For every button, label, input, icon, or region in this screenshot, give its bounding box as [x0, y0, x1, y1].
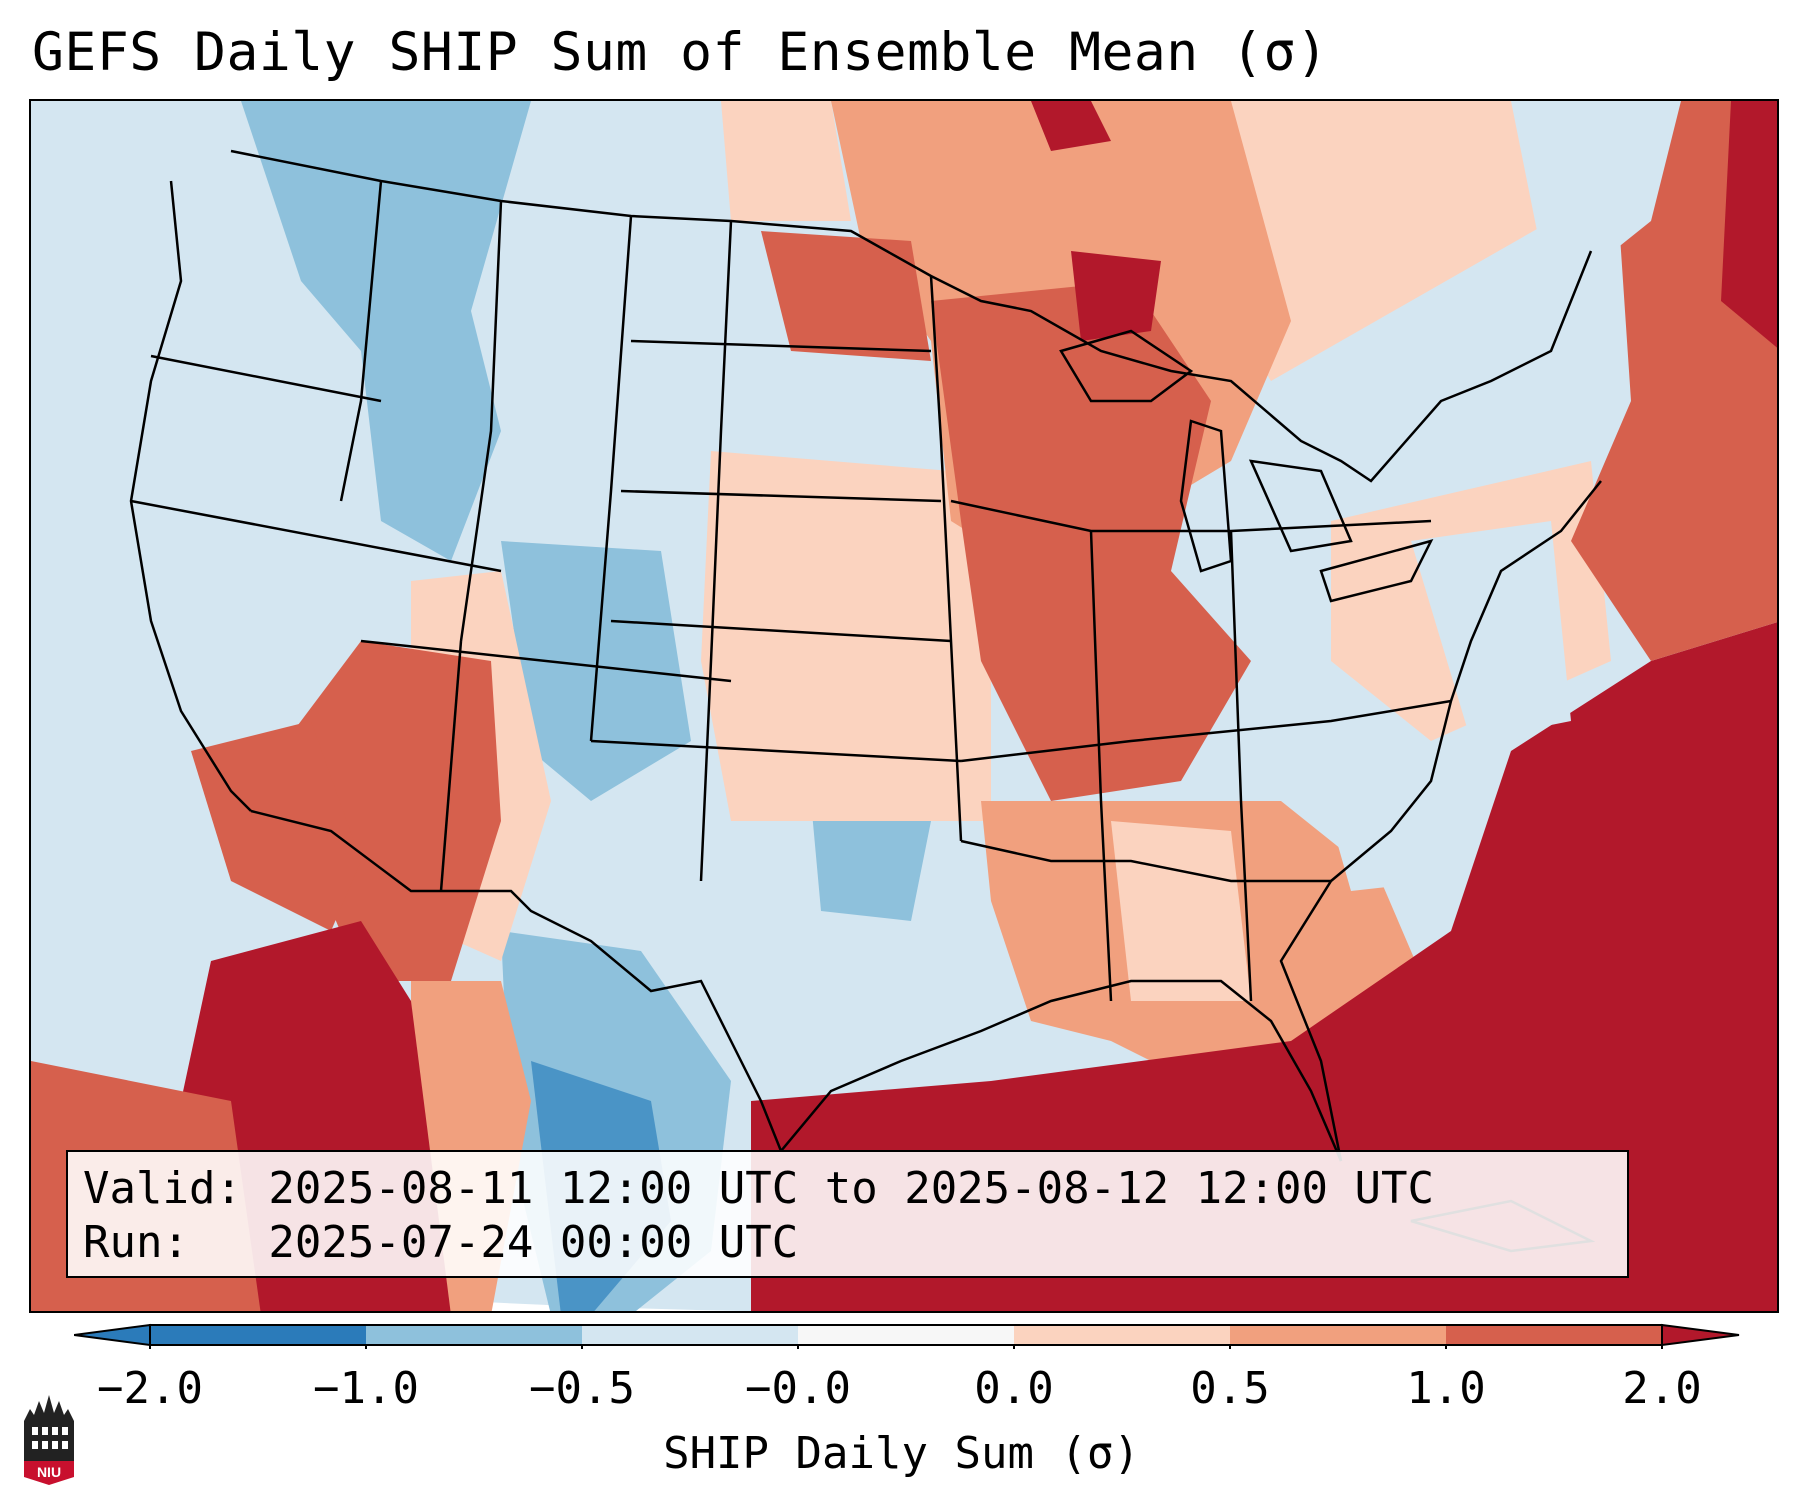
colorbar-tick-label: −0.0: [745, 1363, 851, 1414]
borders: [129, 149, 1602, 1253]
lake-erie: [1319, 539, 1434, 603]
ship-map: [31, 101, 1777, 1311]
tn-line: [960, 699, 1452, 763]
colorbar-bin-7: [1446, 1325, 1662, 1345]
sd-ne-line: [620, 489, 942, 503]
west-coast: [129, 180, 252, 812]
ut-az-line: [360, 639, 732, 683]
nova-scotia-dark-red: [1721, 101, 1777, 348]
or-wa-line: [150, 354, 382, 403]
colorbar-tick-label: −2.0: [97, 1363, 203, 1414]
niu-logo: NIU: [24, 1395, 74, 1485]
colorbar-bin-6: [1230, 1325, 1446, 1345]
oklahoma-blue-patch: [811, 801, 931, 921]
colorbar-tick-label: 2.0: [1622, 1363, 1702, 1414]
dakotas-red-patch: [761, 231, 931, 361]
colorbar-tick-label: 0.5: [1190, 1363, 1270, 1414]
hudson-bay-dark-patch: [1031, 101, 1111, 151]
valid-run-info-box: Valid: 2025-08-11 12:00 UTC to 2025-08-1…: [66, 1150, 1629, 1278]
lake-huron: [1248, 459, 1353, 553]
us-mexico-border: [250, 809, 783, 1152]
map-title: GEFS Daily SHIP Sum of Ensemble Mean (σ): [32, 22, 1329, 83]
california-red-region: [191, 721, 361, 931]
colorbar-label: SHIP Daily Sum (σ): [663, 1428, 1140, 1479]
gulf-atlantic-dark-red: [751, 622, 1777, 1311]
carolina-blue-patch: [1331, 801, 1441, 891]
ks-ok-line: [590, 739, 962, 763]
svg-text:NIU: NIU: [37, 1464, 61, 1480]
lake-superior-dark-patch: [1071, 251, 1161, 341]
east-coast: [1279, 480, 1602, 1162]
midwest-line: [950, 499, 1432, 533]
valid-line: Valid: 2025-08-11 12:00 UTC to 2025-08-1…: [83, 1163, 1435, 1214]
alabama-peach-patch: [1111, 821, 1251, 1001]
virginia-blue-patch: [1411, 521, 1571, 741]
az-nm-line: [439, 640, 463, 892]
mn-iowa-line: [929, 275, 963, 842]
lake-michigan: [1179, 419, 1233, 573]
mt-wy-dak-line: [589, 215, 633, 742]
colorbar-extend-low: [74, 1323, 151, 1347]
id-wa-line: [339, 180, 383, 502]
colorbar-bin-3: [582, 1325, 798, 1345]
lake-superior: [1059, 329, 1194, 403]
il-in-line: [1089, 530, 1113, 1002]
colorbar-extend-high: [1661, 1323, 1740, 1347]
nw-blue-region: [241, 101, 531, 561]
mt-id-line: [459, 200, 503, 642]
quebec-peach-region: [1221, 101, 1551, 381]
colorbar-tick-label: 1.0: [1406, 1363, 1486, 1414]
colorbar-bin-2: [366, 1325, 582, 1345]
colorbar-tick-label: 0.0: [974, 1363, 1054, 1414]
nd-sd-line: [630, 339, 932, 353]
oh-line: [1229, 530, 1253, 1002]
colorbar: [74, 1323, 1740, 1349]
dakota-col-line: [699, 220, 733, 882]
colorbar-tick-label: −0.5: [529, 1363, 635, 1414]
colorbar-tick-label: −1.0: [313, 1363, 419, 1414]
ne-ks-line: [610, 619, 952, 643]
southern-line: [960, 839, 1331, 883]
colorbar-bin-5: [1014, 1325, 1230, 1345]
map-panel[interactable]: [29, 99, 1779, 1313]
quebec-blue-patch: [1511, 101, 1681, 301]
colorbar-bin-1: [150, 1325, 366, 1345]
gulf-coast: [780, 979, 1343, 1162]
colorbar-ticks: [149, 1345, 1663, 1349]
ndak-peach: [721, 101, 851, 221]
colorbar-bin-4: [798, 1325, 1014, 1345]
ca-nv-or-line: [130, 499, 502, 573]
colorbar-outline: [149, 1324, 1663, 1346]
run-line: Run: 2025-07-24 00:00 UTC: [83, 1217, 799, 1268]
